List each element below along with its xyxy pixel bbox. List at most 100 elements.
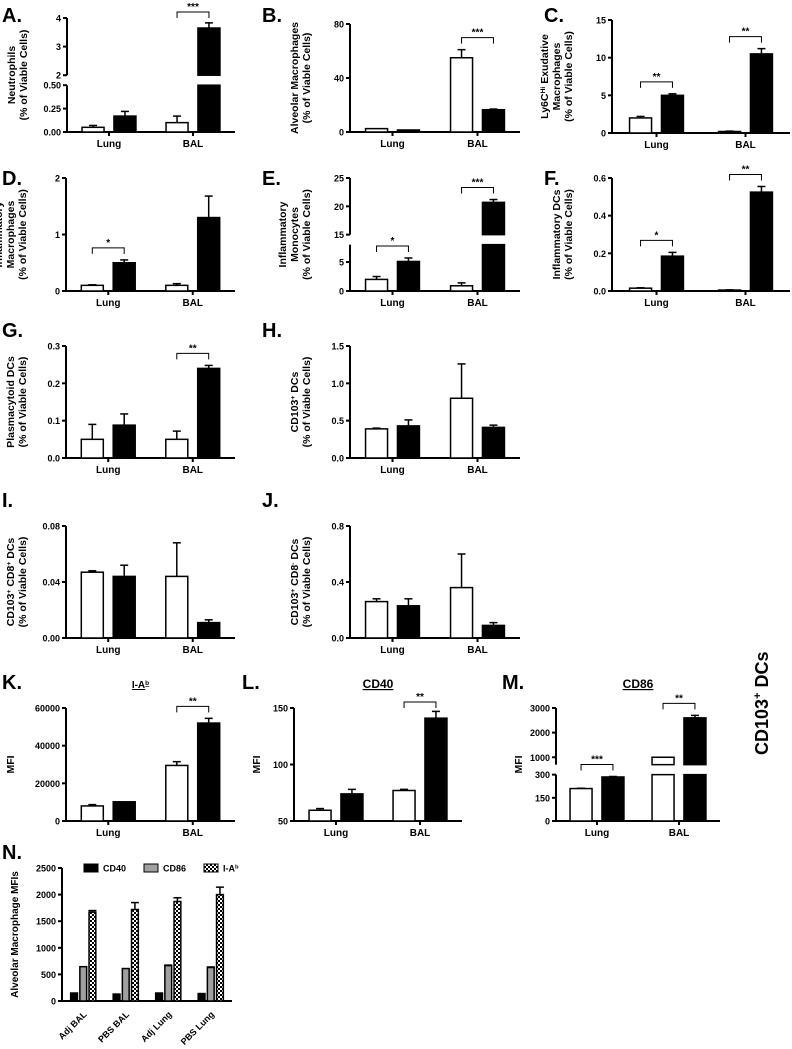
- y-axis-label: (% of Viable Cells): [17, 189, 29, 280]
- panel-n: N. 0 500 1000 1500 2000 2500 Alveolar Macropha…: [0, 840, 264, 1047]
- y-tick-label: 0.50: [43, 81, 61, 91]
- bar: [80, 803, 105, 822]
- panel-i: I. 0.00 0.04 0.08 CD103+ CD8+ DCs (% of Viab…: [0, 470, 264, 656]
- bar: [396, 257, 421, 292]
- x-tick-label: Lung: [380, 139, 404, 150]
- y-axis-label: MFI: [5, 755, 17, 773]
- x-tick-label: PBS BAL: [96, 1009, 131, 1044]
- bar: [449, 48, 474, 133]
- chart-title: CD86: [623, 677, 654, 691]
- y-tick-label: 80: [334, 20, 344, 30]
- bar: [749, 47, 774, 134]
- bar: [364, 127, 389, 133]
- chart-n: 0 500 1000 1500 2000 2500 Alveolar Macrophage …: [10, 863, 239, 1047]
- plot-area: 0 20000 40000 60000 MFI I-Ab Lung BAL **: [5, 680, 235, 839]
- y-tick-label: 5: [601, 91, 606, 101]
- panel-b: B. 0 40 80 Alveolar Macrophages (% of Viable…: [262, 0, 528, 160]
- panel-l: L. 50 100 150 MFI CD40 Lung BAL **: [240, 640, 504, 840]
- x-tick-label: BAL: [410, 828, 431, 839]
- panel-label: F.: [544, 168, 560, 190]
- bar: [164, 964, 173, 1002]
- y-tick-label: 0.0: [47, 454, 60, 464]
- significance-bracket: ***: [580, 755, 614, 771]
- x-tick-label: Lung: [380, 298, 404, 309]
- y-axis-label: MFI: [251, 755, 263, 773]
- plot-area: 0.0 0.5 1.0 1.5 CD103+ DCs (% of Viable Cells…: [289, 342, 520, 476]
- x-tick-label: Lung: [380, 645, 404, 656]
- x-tick-label: PBS Lung: [179, 1009, 216, 1046]
- bar: [628, 287, 653, 292]
- bar: [660, 251, 685, 292]
- y-axis-label: (% of Viable Cells): [563, 189, 575, 280]
- y-tick-label: 500: [41, 970, 56, 980]
- x-tick-label: Lung: [96, 645, 120, 656]
- plot-area: 50 100 150 MFI CD40 Lung BAL **: [251, 677, 462, 839]
- y-tick-label: 0.04: [42, 578, 60, 588]
- panel-label: B.: [262, 5, 282, 27]
- panel-label: E.: [262, 168, 281, 190]
- bar: [392, 788, 416, 822]
- significance-bracket: ***: [176, 2, 210, 18]
- panel-m: M. 0 150 300 1000 2000 3000 MFI CD86 Lung BAL *** *…: [500, 670, 750, 840]
- y-tick-label: 0.8: [331, 522, 344, 532]
- y-tick-label: 0.0: [331, 454, 344, 464]
- y-tick-label: 15: [334, 230, 344, 240]
- y-tick-label: 2: [56, 71, 61, 81]
- significance-bracket: **: [176, 696, 210, 713]
- x-tick-label: BAL: [183, 139, 204, 150]
- y-axis-label: CD103+ CD8- DCs: [289, 538, 301, 625]
- y-tick-label: 0.00: [43, 128, 61, 138]
- significance-bracket: **: [403, 692, 437, 708]
- panel-label: J.: [262, 490, 279, 512]
- x-tick-label: BAL: [467, 298, 488, 309]
- significance-label: **: [189, 343, 197, 354]
- y-tick-label: 150: [273, 704, 288, 714]
- chart-f: 0.0 0.2 0.4 0.6 Inflammatory DCs (% of Viable…: [551, 164, 790, 309]
- significance-bracket: *: [376, 236, 409, 252]
- y-tick-label: 1000: [36, 943, 56, 953]
- bar: [206, 966, 215, 1002]
- y-tick-label: 2: [55, 174, 60, 184]
- bar: [601, 775, 625, 822]
- x-tick-label: BAL: [182, 298, 203, 309]
- y-tick-label: 0: [55, 287, 60, 297]
- plot-area: 0.00 0.04 0.08 CD103+ CD8+ DCs (% of Viable …: [5, 522, 235, 656]
- bar: [165, 430, 189, 459]
- plot-area: 0 1 2 Inflammatory Macrophages (% of Viable C…: [0, 174, 235, 309]
- y-tick-label: 4: [56, 14, 61, 24]
- x-tick-label: Adj BAL: [56, 1009, 89, 1042]
- bar: [196, 619, 221, 639]
- y-axis-label: Plasmacytoid DCs: [5, 356, 17, 448]
- chart-i: 0.00 0.04 0.08 CD103+ CD8+ DCs (% of Viable …: [5, 522, 235, 656]
- bar: [197, 992, 206, 1002]
- significance-bracket: **: [729, 164, 762, 181]
- y-tick-label: 5: [339, 258, 344, 268]
- bar: [112, 413, 136, 459]
- significance-bracket: ***: [461, 28, 494, 44]
- legend-label: CD86: [163, 864, 186, 874]
- bar: [197, 22, 221, 133]
- y-axis-label: (% of Viable Cells): [563, 31, 575, 122]
- plot-area: 0 500 1000 1500 2000 2500 Alveolar Macrophage …: [10, 863, 239, 1047]
- panel-e: E. 0 5 15 20 25 Inflammatory Monocytes (% of Vi…: [262, 160, 528, 310]
- y-axis-label: (% of Viable Cells): [301, 537, 313, 628]
- y-tick-label: 0.4: [593, 211, 606, 221]
- y-tick-label: 0.3: [47, 342, 60, 352]
- bar: [165, 115, 189, 133]
- bar: [196, 195, 221, 292]
- plot-area: 0 5 10 15 Ly6CHi Exudative Macrophages (% of V…: [539, 16, 790, 151]
- bar: [165, 282, 189, 292]
- x-tick-label: BAL: [182, 465, 203, 476]
- y-tick-label: 10: [596, 53, 606, 63]
- bar: [340, 788, 364, 822]
- significance-label: **: [742, 27, 750, 38]
- y-tick-label: 0.1: [47, 416, 60, 426]
- bar: [69, 992, 79, 1002]
- x-tick-label: Lung: [324, 828, 348, 839]
- panel-a: A. 0.00 0.25 0.50 2 3 4 Neutrophils (% of Viabl…: [0, 0, 264, 160]
- y-tick-label: 20: [334, 202, 344, 212]
- bar: [628, 115, 653, 134]
- y-axis-label: Inflammatory DCs: [551, 189, 563, 279]
- bar: [112, 993, 121, 1002]
